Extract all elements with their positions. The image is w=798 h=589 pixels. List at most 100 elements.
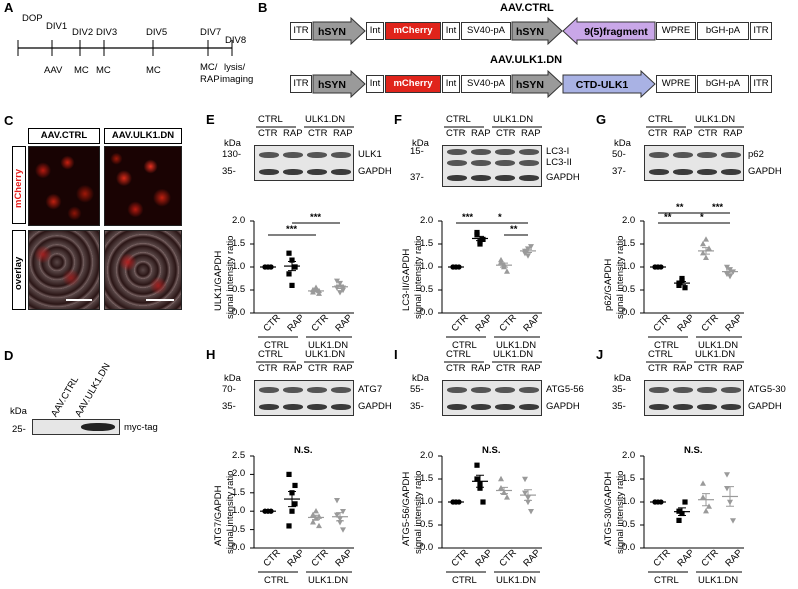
error-bar [678, 280, 686, 286]
data-point [724, 486, 730, 492]
tl-dop: DOP [22, 13, 43, 24]
data-point [477, 241, 483, 247]
sv40-pa: SV40-pA [461, 75, 511, 93]
hsyn-promoter-2: hSYN [511, 69, 563, 99]
mcherry-ctrl-image [28, 146, 100, 226]
group-label-ctrl: CTRL [258, 114, 283, 125]
band [495, 149, 515, 155]
group-underline [444, 126, 542, 128]
panel-letter-b: B [258, 0, 268, 15]
kda-label: kDa [224, 138, 241, 149]
int-left: Int [366, 75, 384, 93]
mw-marker-1: 37- [410, 172, 424, 183]
row-label-overlay [12, 230, 26, 310]
band [259, 152, 279, 158]
data-point [477, 485, 483, 491]
group-label-dn: ULK1.DN [305, 114, 346, 125]
data-point [337, 280, 343, 287]
timeline-panel: DOP DIV1 DIV2 DIV3 DIV5 DIV7 DIV8 AAV MC… [0, 0, 253, 100]
error-bar [312, 289, 320, 293]
d-kda: kDa [10, 406, 27, 417]
ctd-ulk1-arrow: CTD-ULK1 [562, 69, 656, 99]
western-blot [644, 380, 744, 416]
panel-letter-d: D [4, 348, 14, 363]
tl-div5: DIV5 [146, 27, 168, 38]
wpre-box: WPRE [656, 22, 696, 40]
band [447, 160, 467, 166]
lane-label-0: CTR [446, 128, 466, 139]
scatter-plot [250, 220, 354, 338]
band [307, 169, 327, 175]
data-point [286, 250, 292, 256]
mw-marker-0: 55- [410, 384, 424, 395]
band [519, 387, 539, 393]
band [673, 404, 693, 410]
panel-letter-f: F [394, 112, 402, 127]
lane-label-1: RAP [283, 363, 303, 374]
band [447, 149, 467, 155]
lane-label-0: CTR [258, 128, 278, 139]
western-blot [442, 145, 542, 187]
y-tick-label: 0.5 [622, 284, 636, 295]
panel-g: G CTRL ULK1.DN CTR RAP CTR RAP kDa 50- 37- p62 GAPD… [596, 113, 790, 353]
band [721, 404, 741, 410]
error-bar [336, 284, 344, 290]
band [495, 387, 515, 393]
y-tick-label: 1.0 [232, 505, 246, 517]
band [471, 404, 491, 410]
data-point [679, 275, 685, 282]
band [307, 404, 327, 410]
band [673, 387, 693, 393]
int-right: Int [442, 75, 460, 93]
mcherry-box: mCherry [385, 22, 441, 40]
kda-label: kDa [614, 373, 631, 384]
x-group-label-dn: ULK1.DN [308, 340, 349, 351]
band [519, 404, 539, 410]
band [283, 152, 303, 158]
band [283, 387, 303, 393]
band [721, 152, 741, 158]
y-tick-label: 1.5 [622, 473, 636, 484]
band-label-0: ATG5-56 [546, 384, 584, 395]
data-point [340, 527, 346, 533]
y-tick-label: 2.0 [420, 215, 434, 226]
error-bar [500, 486, 508, 495]
band [495, 175, 515, 181]
tl-div3: DIV3 [96, 27, 118, 38]
kda-label: kDa [224, 373, 241, 384]
error-bar [702, 493, 710, 507]
itr-left: ITR [290, 22, 312, 40]
y-tick-label: 2.0 [420, 450, 434, 461]
ns-label: N.S. [482, 445, 501, 456]
group-label-ctrl: CTRL [446, 349, 471, 360]
error-bar [336, 512, 344, 522]
tl-div2: DIV2 [72, 27, 94, 38]
data-point [703, 254, 709, 260]
panel-e: E CTRL ULK1.DN CTR RAP CTR RAP kDa 130- 35- ULK1 GA… [206, 113, 400, 353]
y-tick-label: 1.5 [232, 238, 246, 249]
y-axis-label-2: signal intensity ratio [615, 470, 626, 554]
d-myc-label: myc-tag [124, 422, 158, 433]
band [495, 160, 515, 166]
band [471, 175, 491, 181]
band [649, 169, 669, 175]
error-bar [524, 489, 532, 501]
svg-text:hSYN: hSYN [516, 26, 544, 38]
lane-label-2: CTR [308, 128, 328, 139]
group-label-dn: ULK1.DN [695, 114, 736, 125]
lane-label-2: CTR [496, 128, 516, 139]
hsyn-promoter-2: hSYN [511, 16, 563, 46]
ns-label: N.S. [684, 445, 703, 456]
band [259, 169, 279, 175]
band [331, 387, 351, 393]
lane-label-3: RAP [333, 363, 353, 374]
hsyn-promoter-1: hSYN [312, 16, 366, 46]
x-group-label-dn: ULK1.DN [698, 340, 739, 351]
tl-mc2: MC [96, 65, 111, 76]
error-bar [476, 235, 484, 242]
y-tick-label: 0.0 [232, 307, 246, 318]
data-point [724, 472, 730, 478]
panel-j: J CTRL ULK1.DN CTR RAP CTR RAP kDa 35- 35- ATG5-30… [596, 348, 790, 588]
band [471, 160, 491, 166]
band [471, 387, 491, 393]
